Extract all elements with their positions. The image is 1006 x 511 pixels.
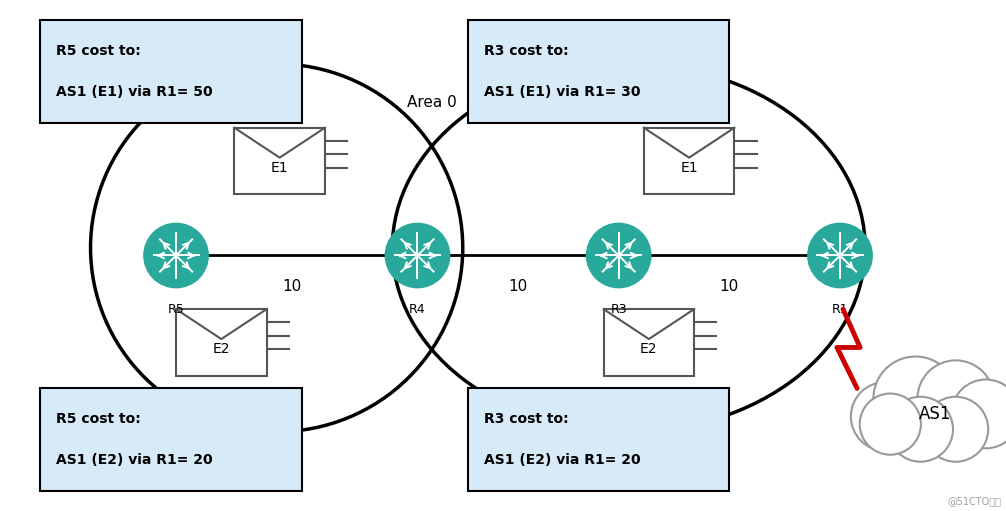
FancyBboxPatch shape: [40, 20, 302, 123]
Text: E1: E1: [680, 160, 698, 175]
Text: E1: E1: [271, 160, 289, 175]
Ellipse shape: [385, 223, 450, 288]
Ellipse shape: [952, 380, 1006, 448]
Text: @51CTO博客: @51CTO博客: [947, 496, 1001, 506]
Text: Area 1: Area 1: [106, 95, 155, 109]
FancyBboxPatch shape: [468, 20, 729, 123]
Ellipse shape: [144, 223, 208, 288]
Text: E2: E2: [640, 342, 658, 356]
FancyBboxPatch shape: [644, 128, 734, 194]
Text: Area 0: Area 0: [407, 95, 457, 109]
Text: AS1 (E1) via R1= 30: AS1 (E1) via R1= 30: [484, 85, 641, 99]
FancyBboxPatch shape: [176, 309, 267, 376]
FancyBboxPatch shape: [40, 388, 302, 491]
Text: AS1 (E2) via R1= 20: AS1 (E2) via R1= 20: [484, 453, 641, 467]
Text: 10: 10: [719, 278, 739, 294]
Text: 10: 10: [508, 278, 528, 294]
Text: R5: R5: [168, 303, 184, 316]
Text: AS1: AS1: [919, 405, 952, 423]
Text: R4: R4: [409, 303, 426, 316]
Ellipse shape: [851, 382, 919, 451]
Ellipse shape: [917, 360, 994, 437]
Ellipse shape: [860, 393, 920, 455]
Text: AS1 (E1) via R1= 50: AS1 (E1) via R1= 50: [56, 85, 213, 99]
Text: R3: R3: [611, 303, 627, 316]
Ellipse shape: [586, 223, 651, 288]
Ellipse shape: [873, 357, 958, 440]
Ellipse shape: [924, 397, 988, 462]
FancyBboxPatch shape: [234, 128, 325, 194]
Ellipse shape: [808, 223, 872, 288]
Text: R5 cost to:: R5 cost to:: [56, 44, 141, 58]
Text: E2: E2: [212, 342, 230, 356]
FancyBboxPatch shape: [468, 388, 729, 491]
Ellipse shape: [888, 397, 953, 462]
Text: R3 cost to:: R3 cost to:: [484, 412, 568, 426]
Text: R3 cost to:: R3 cost to:: [484, 44, 568, 58]
FancyBboxPatch shape: [604, 309, 694, 376]
Text: 10: 10: [282, 278, 302, 294]
Text: R1: R1: [832, 303, 848, 316]
Text: AS1 (E2) via R1= 20: AS1 (E2) via R1= 20: [56, 453, 213, 467]
Text: R5 cost to:: R5 cost to:: [56, 412, 141, 426]
